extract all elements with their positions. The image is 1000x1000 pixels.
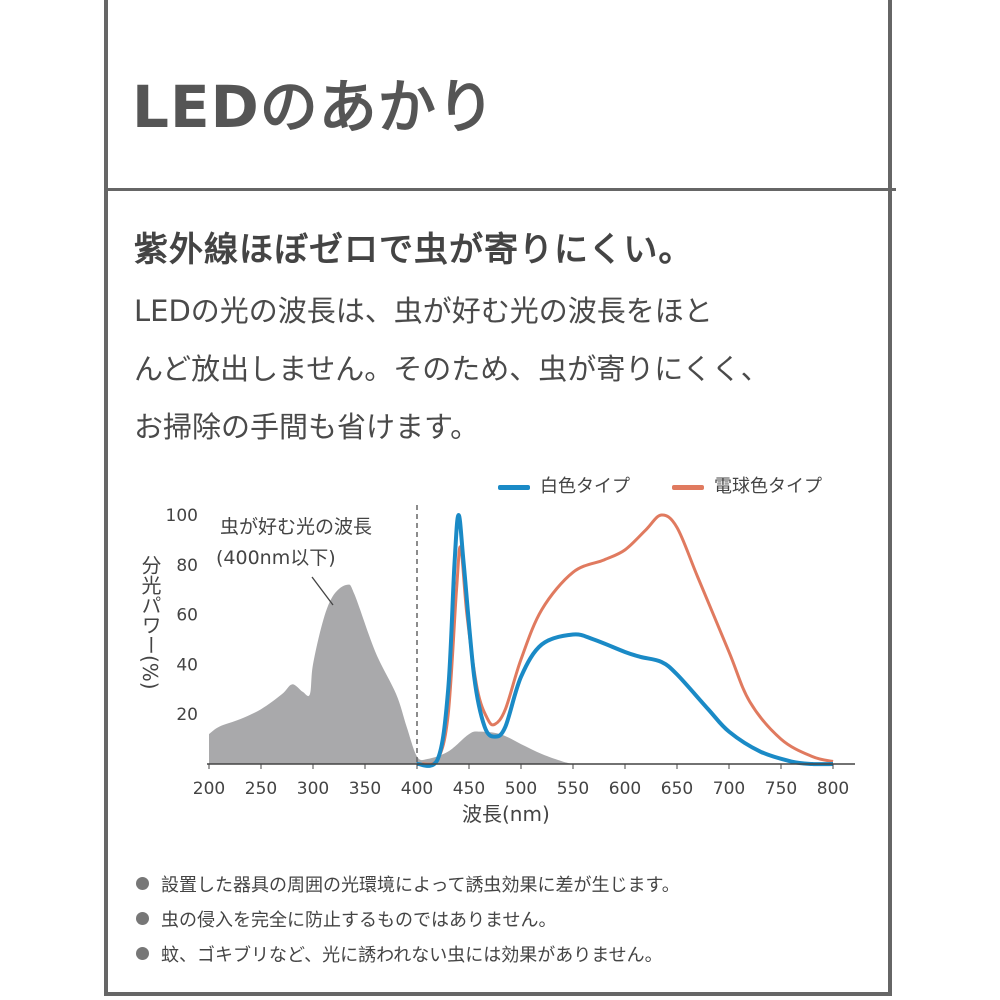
body-line: LEDの光の波長は、虫が好む光の波長をほと (134, 294, 713, 328)
white-series-line (416, 513, 834, 768)
page-title: LEDのあかり (132, 73, 496, 141)
legend-label-white: 白色タイプ (540, 476, 630, 497)
x-tick-label: 700 (713, 779, 745, 799)
bullet-icon (136, 947, 149, 960)
annotation-pointer (311, 576, 334, 606)
note-text: 蚊、ゴキブリなど、光に誘われない虫には効果がありません。 (161, 944, 663, 966)
x-axis-label: 波長(nm) (462, 802, 550, 826)
y-tick-label: 40 (176, 655, 198, 675)
bullet-icon (136, 877, 149, 890)
body-text: LEDの光の波長は、虫が好む光の波長をほと んど放出しません。そのため、虫が寄り… (134, 282, 770, 456)
y-axis-label: 分光パワー(%) (138, 555, 162, 690)
legend-item-white: 白色タイプ (498, 472, 630, 498)
note-text: 設置した器具の周囲の光環境によって誘虫効果に差が生じます。 (161, 874, 680, 896)
x-tick-label: 350 (349, 779, 381, 799)
x-tick-label: 400 (401, 779, 433, 799)
outer-frame (104, 0, 892, 996)
legend-label-bulb: 電球色タイプ (714, 476, 822, 497)
notes-list: 設置した器具の周囲の光環境によって誘虫効果に差が生じます。 虫の侵入を完全に防止… (136, 866, 680, 971)
insect-wavelength-area (209, 584, 573, 764)
headline: 紫外線ほぼゼロで虫が寄りにくい。 (134, 230, 694, 270)
note-text: 虫の侵入を完全に防止するものではありません。 (161, 909, 557, 931)
body-line: お掃除の手間も省けます。 (134, 410, 480, 444)
bullet-icon (136, 912, 149, 925)
title-divider (104, 188, 896, 191)
note-item: 虫の侵入を完全に防止するものではありません。 (136, 901, 680, 936)
annotation-line-2: (400nm以下) (216, 547, 336, 569)
y-tick-label: 20 (176, 705, 198, 725)
x-tick-label: 500 (505, 779, 537, 799)
body-line: んど放出しません。そのため、虫が寄りにくく、 (134, 352, 770, 386)
y-tick-label: 60 (176, 606, 198, 626)
note-item: 設置した器具の周囲の光環境によって誘虫効果に差が生じます。 (136, 866, 680, 901)
x-tick-label: 800 (817, 779, 849, 799)
y-tick-label: 80 (176, 556, 198, 576)
x-tick-label: 200 (193, 779, 225, 799)
annotation-line-1: 虫が好む光の波長 (220, 516, 373, 538)
x-tick-label: 450 (453, 779, 485, 799)
x-tick-label: 650 (661, 779, 693, 799)
note-item: 蚊、ゴキブリなど、光に誘われない虫には効果がありません。 (136, 936, 680, 971)
x-tick-label: 250 (245, 779, 277, 799)
x-tick-label: 550 (557, 779, 589, 799)
x-tick-label: 300 (297, 779, 329, 799)
bulb-color-series-line (421, 513, 834, 766)
legend-swatch-bulb (672, 484, 704, 490)
legend-item-bulb: 電球色タイプ (672, 472, 822, 498)
x-tick-label: 600 (609, 779, 641, 799)
x-tick-label: 750 (765, 779, 797, 799)
y-tick-label: 100 (166, 506, 198, 526)
legend-swatch-white (498, 484, 530, 490)
